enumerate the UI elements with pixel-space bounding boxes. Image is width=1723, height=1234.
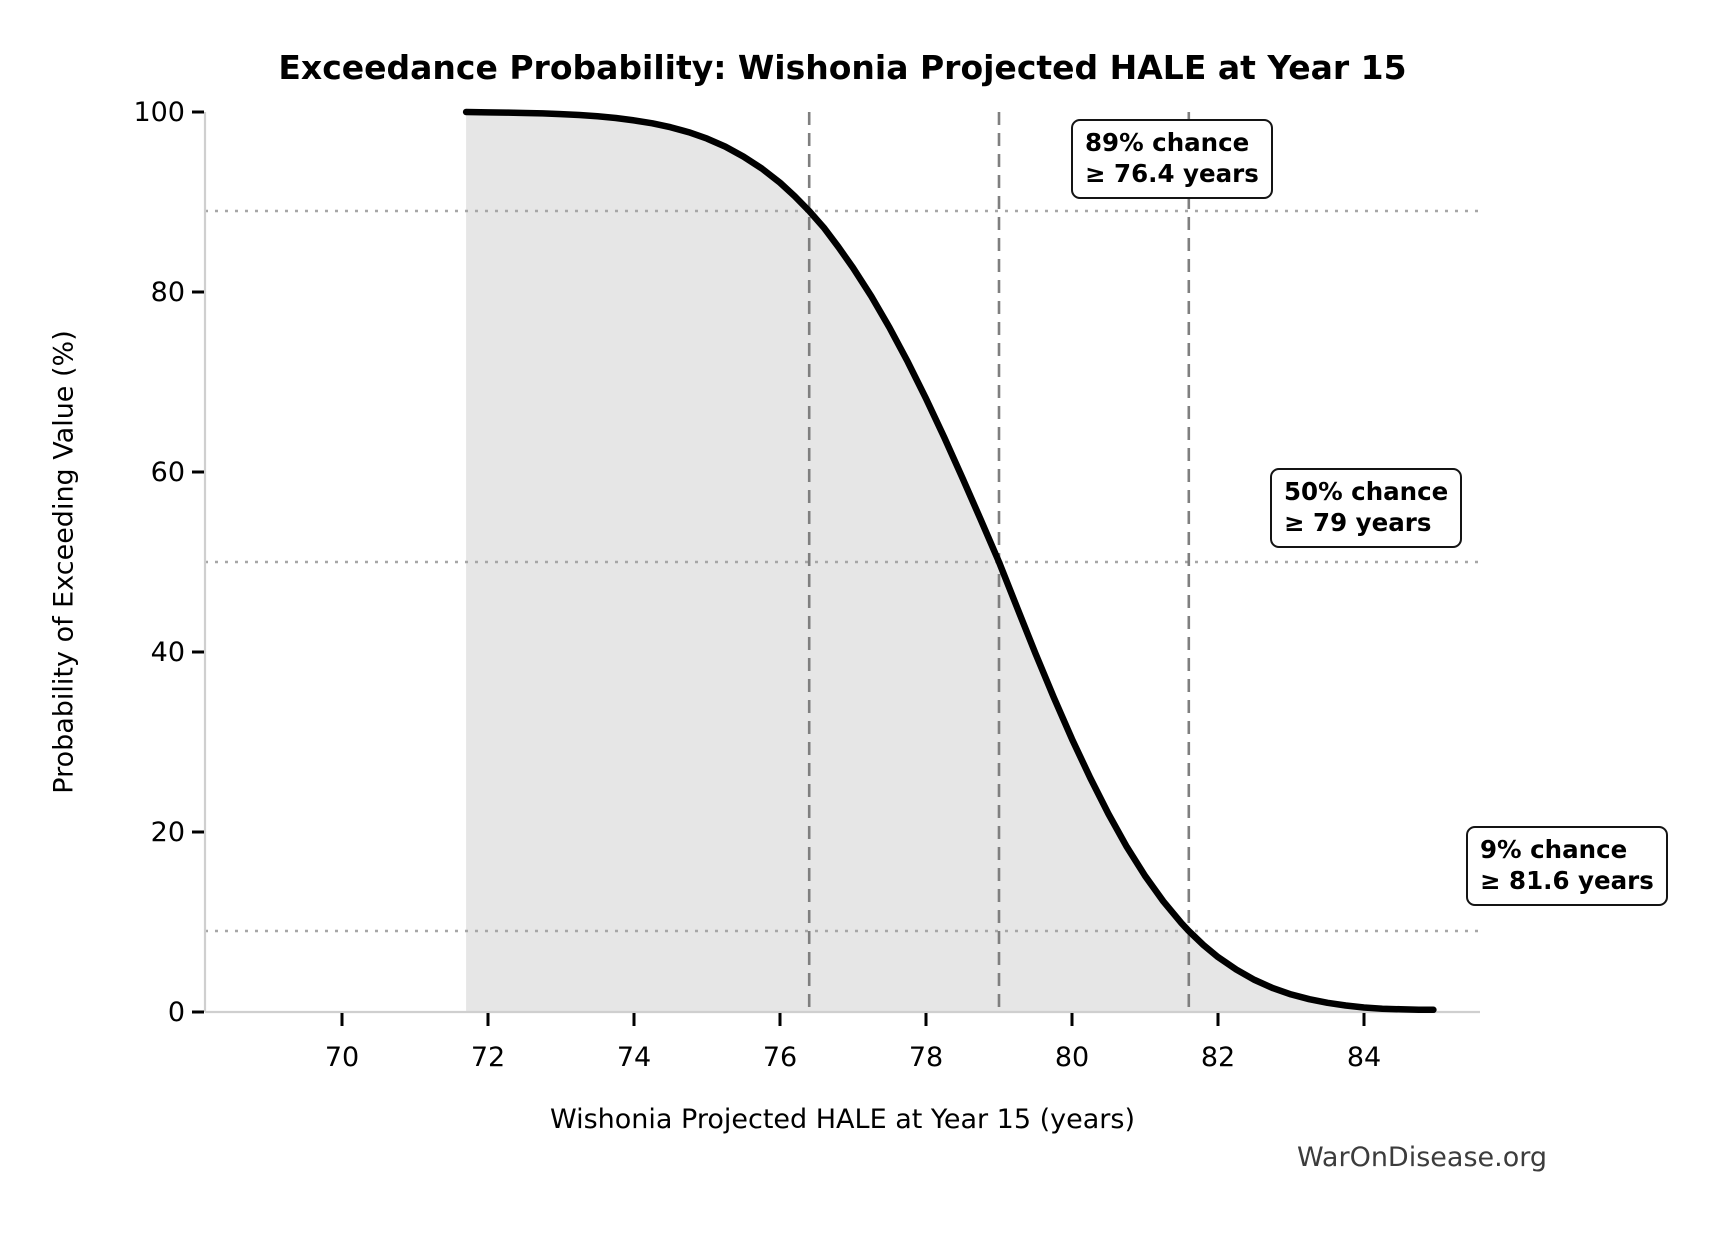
y-tick-label: 20	[151, 817, 185, 848]
x-tick-label: 78	[909, 1042, 943, 1073]
annotation-line: 89% chance	[1085, 128, 1250, 157]
annotation-9-percent: 9% chance ≥ 81.6 years	[1466, 826, 1668, 906]
x-tick-label: 72	[471, 1042, 505, 1073]
y-tick-label: 40	[151, 637, 185, 668]
y-tick-label: 100	[133, 97, 185, 128]
y-tick-label: 60	[151, 457, 185, 488]
x-axis-label: Wishonia Projected HALE at Year 15 (year…	[550, 1104, 1135, 1135]
y-tick-label: 80	[151, 277, 185, 308]
chart-title: Exceedance Probability: Wishonia Project…	[278, 48, 1407, 87]
area-under-curve	[466, 112, 1434, 1012]
annotation-line: ≥ 76.4 years	[1085, 159, 1259, 188]
y-axis-label: Probability of Exceeding Value (%)	[48, 330, 80, 794]
x-tick-label: 74	[617, 1042, 651, 1073]
annotation-89-percent: 89% chance ≥ 76.4 years	[1071, 119, 1273, 199]
x-tick-label: 80	[1055, 1042, 1089, 1073]
x-tick-label: 84	[1347, 1042, 1381, 1073]
annotation-line: ≥ 79 years	[1284, 508, 1432, 537]
annotation-line: 50% chance	[1284, 477, 1449, 506]
x-tick-label: 70	[325, 1042, 359, 1073]
annotation-line: ≥ 81.6 years	[1480, 866, 1654, 895]
annotation-line: 9% chance	[1480, 835, 1628, 864]
watermark: WarOnDisease.org	[1296, 1142, 1547, 1173]
exceedance-curve	[462, 108, 1437, 1014]
annotation-50-percent: 50% chance ≥ 79 years	[1270, 468, 1463, 548]
y-tick-label: 0	[168, 997, 185, 1028]
x-tick-label: 76	[763, 1042, 797, 1073]
x-tick-label: 82	[1201, 1042, 1235, 1073]
